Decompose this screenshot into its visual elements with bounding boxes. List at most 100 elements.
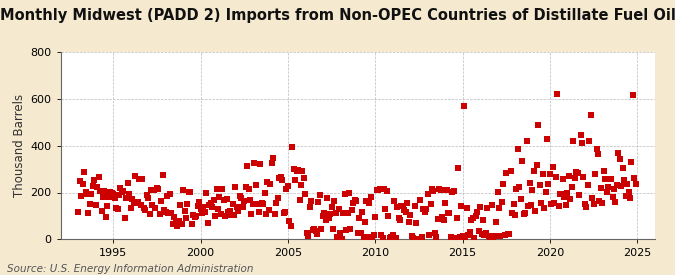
Point [421, 207, 431, 211]
Point [443, 211, 454, 215]
Point [157, 173, 168, 177]
Point [590, 172, 601, 176]
Point [428, 189, 439, 193]
Point [467, 216, 478, 221]
Point [198, 205, 209, 210]
Point [571, 170, 582, 174]
Point [326, 204, 337, 209]
Point [431, 234, 441, 239]
Point [464, 229, 475, 234]
Point [508, 202, 519, 206]
Point [246, 212, 257, 216]
Point [351, 198, 362, 203]
Point [469, 236, 480, 240]
Point [373, 188, 383, 192]
Point [229, 213, 240, 217]
Point [424, 233, 435, 237]
Point [457, 234, 468, 238]
Point [488, 237, 499, 241]
Point [204, 202, 215, 207]
Point [400, 209, 411, 214]
Point [595, 186, 606, 191]
Point [275, 175, 286, 179]
Point [102, 204, 113, 208]
Point [259, 191, 270, 196]
Point [514, 185, 524, 189]
Point [127, 197, 138, 201]
Point [360, 220, 371, 224]
Point [233, 208, 244, 213]
Point [307, 227, 318, 232]
Point [313, 200, 324, 204]
Point [202, 221, 213, 226]
Point [365, 195, 376, 200]
Point [274, 176, 285, 180]
Point [332, 235, 343, 239]
Point [390, 236, 401, 240]
Point [406, 234, 417, 239]
Point [248, 202, 259, 207]
Point [113, 193, 124, 197]
Point [554, 204, 564, 208]
Point [163, 211, 174, 215]
Point [539, 205, 549, 210]
Point [178, 188, 188, 192]
Point [491, 220, 502, 224]
Point [587, 196, 597, 200]
Point [533, 122, 543, 127]
Point [93, 175, 104, 179]
Point [434, 187, 445, 191]
Point [460, 237, 471, 241]
Point [74, 179, 85, 183]
Point [207, 204, 217, 209]
Point [433, 217, 443, 221]
Point [526, 203, 537, 208]
Point [165, 191, 176, 196]
Point [239, 199, 250, 203]
Point [225, 213, 236, 218]
Point [262, 180, 273, 184]
Point [419, 210, 430, 214]
Point [281, 187, 292, 191]
Point [530, 209, 541, 213]
Point [284, 218, 295, 223]
Point [335, 231, 346, 235]
Point [414, 236, 425, 241]
Point [380, 207, 391, 211]
Point [423, 191, 433, 196]
Point [99, 189, 110, 193]
Point [317, 214, 328, 218]
Point [146, 188, 157, 192]
Point [614, 157, 625, 161]
Point [616, 184, 626, 188]
Point [80, 190, 91, 194]
Point [473, 229, 484, 233]
Point [521, 139, 532, 143]
Point [463, 233, 474, 237]
Point [531, 163, 542, 167]
Point [410, 221, 421, 225]
Point [175, 203, 186, 207]
Point [576, 141, 587, 145]
Point [306, 199, 317, 204]
Point [607, 194, 618, 199]
Point [479, 233, 490, 237]
Point [568, 139, 578, 144]
Point [84, 202, 95, 206]
Point [454, 235, 465, 240]
Point [446, 235, 456, 239]
Point [256, 201, 267, 205]
Point [137, 177, 148, 181]
Point [492, 189, 503, 194]
Point [153, 187, 164, 191]
Point [367, 236, 378, 240]
Point [541, 136, 552, 141]
Point [215, 211, 226, 216]
Point [370, 215, 381, 219]
Point [441, 188, 452, 192]
Point [96, 209, 107, 214]
Point [495, 233, 506, 238]
Point [340, 192, 350, 197]
Point [392, 205, 402, 209]
Point [258, 202, 269, 207]
